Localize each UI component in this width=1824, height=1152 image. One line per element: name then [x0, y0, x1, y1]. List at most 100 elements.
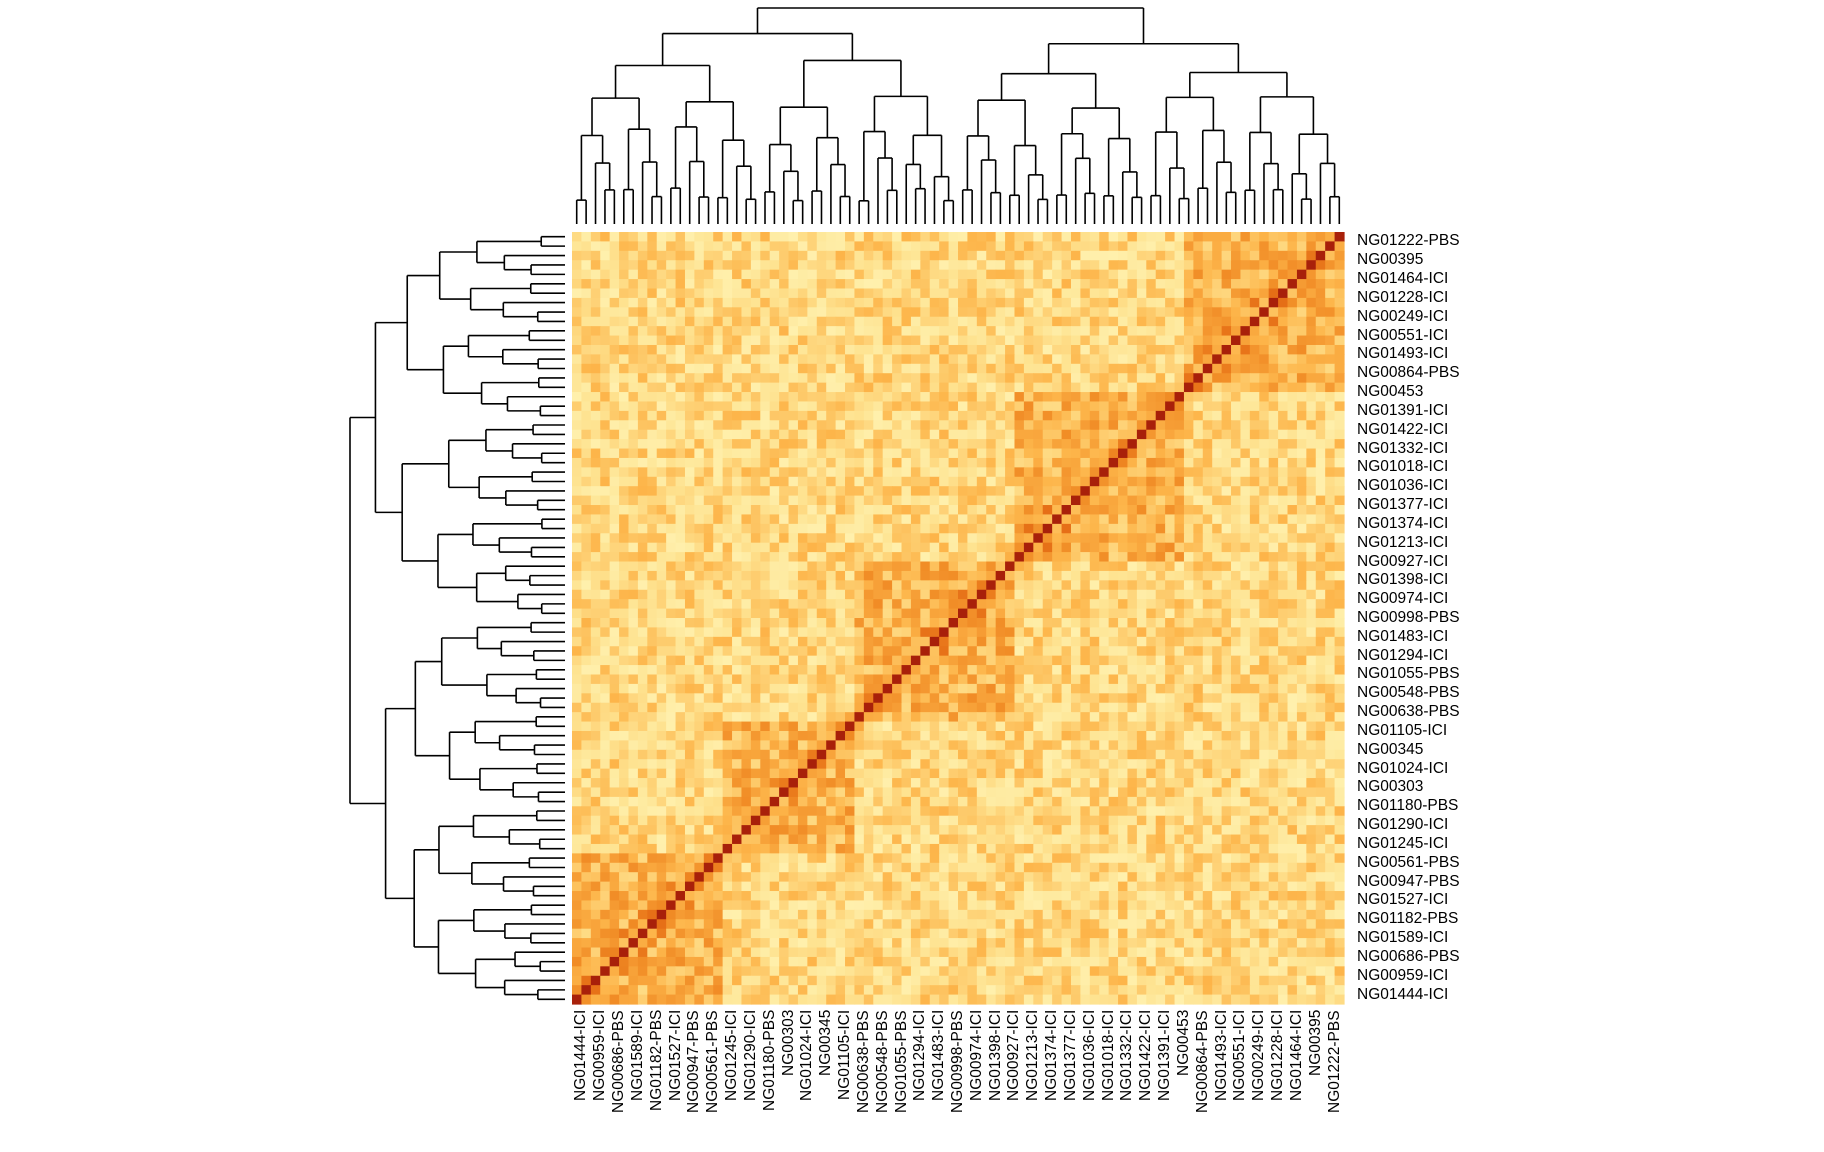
heatmap-cell — [1165, 721, 1176, 732]
heatmap-cell — [741, 232, 752, 243]
heatmap-cell — [684, 618, 695, 629]
heatmap-cell — [1042, 439, 1053, 450]
heatmap-cell — [816, 665, 827, 676]
heatmap-cell — [882, 279, 893, 290]
heatmap-cell — [901, 307, 912, 318]
heatmap-cell — [684, 401, 695, 412]
heatmap-cell — [1193, 787, 1204, 798]
heatmap-cell — [826, 457, 837, 468]
heatmap-cell — [1315, 636, 1326, 647]
heatmap-cell — [807, 693, 818, 704]
heatmap-cell — [722, 307, 733, 318]
heatmap-cell — [637, 721, 648, 732]
heatmap-cell — [901, 636, 912, 647]
heatmap-cell — [807, 382, 818, 393]
heatmap-cell — [722, 467, 733, 478]
heatmap-cell — [1108, 232, 1119, 243]
heatmap-cell — [826, 533, 837, 544]
heatmap-cell — [769, 749, 780, 760]
heatmap-cell — [976, 759, 987, 770]
heatmap-cell — [684, 759, 695, 770]
heatmap-cell — [910, 542, 921, 553]
heatmap-cell — [666, 646, 677, 657]
heatmap-cell — [1033, 570, 1044, 581]
heatmap-cell — [694, 457, 705, 468]
heatmap-cell — [1136, 740, 1147, 751]
heatmap-cell — [656, 599, 667, 610]
heatmap-cell — [995, 476, 1006, 487]
heatmap-cell — [1315, 702, 1326, 713]
heatmap-cell — [609, 486, 620, 497]
heatmap-cell — [1014, 542, 1025, 553]
heatmap-cell — [882, 542, 893, 553]
heatmap-cell — [1240, 636, 1251, 647]
heatmap-cell — [1193, 241, 1204, 252]
heatmap-cell — [863, 627, 874, 638]
heatmap-cell — [976, 326, 987, 337]
heatmap-cell — [609, 702, 620, 713]
heatmap-cell — [1155, 542, 1166, 553]
heatmap-cell — [1278, 589, 1289, 600]
heatmap-cell — [666, 627, 677, 638]
heatmap-cell — [967, 241, 978, 252]
heatmap-cell — [1155, 787, 1166, 798]
heatmap-cell — [1136, 344, 1147, 355]
heatmap-cell — [760, 589, 771, 600]
heatmap-cell — [958, 467, 969, 478]
heatmap-cell — [995, 674, 1006, 685]
heatmap-cell — [976, 241, 987, 252]
heatmap-cell — [910, 561, 921, 572]
heatmap-cell — [1278, 702, 1289, 713]
heatmap-cell — [1296, 693, 1307, 704]
heatmap-cell — [1296, 514, 1307, 525]
heatmap-cell — [788, 778, 799, 789]
heatmap-cell — [1278, 561, 1289, 572]
heatmap-cell — [1249, 712, 1260, 723]
heatmap-cell — [703, 533, 714, 544]
heatmap-cell — [760, 796, 771, 807]
heatmap-cell — [873, 288, 884, 299]
heatmap-cell — [1183, 279, 1194, 290]
heatmap-cell — [882, 778, 893, 789]
heatmap-cell — [835, 740, 846, 751]
heatmap-cell — [901, 523, 912, 534]
heatmap-cell — [609, 721, 620, 732]
heatmap-cell — [1052, 326, 1063, 337]
heatmap-cell — [1136, 439, 1147, 450]
heatmap-cell — [1042, 796, 1053, 807]
heatmap-cell — [1165, 665, 1176, 676]
heatmap-cell — [1231, 759, 1242, 770]
heatmap-cell — [1052, 627, 1063, 638]
heatmap-cell — [1259, 608, 1270, 619]
heatmap-cell — [1108, 260, 1119, 271]
heatmap-cell — [1014, 514, 1025, 525]
heatmap-cell — [637, 373, 648, 384]
heatmap-cell — [939, 542, 950, 553]
heatmap-cell — [1249, 740, 1260, 751]
heatmap-cell — [967, 260, 978, 271]
heatmap-cell — [845, 420, 856, 431]
heatmap-cell — [1334, 344, 1345, 355]
heatmap-cell — [600, 570, 611, 581]
heatmap-cell — [816, 410, 827, 421]
heatmap-cell — [1193, 730, 1204, 741]
heatmap-cell — [1118, 232, 1129, 243]
heatmap-cell — [609, 354, 620, 365]
heatmap-cell — [1080, 599, 1091, 610]
heatmap-cell — [1099, 608, 1110, 619]
heatmap-cell — [581, 269, 592, 280]
heatmap-cell — [694, 655, 705, 666]
heatmap-cell — [1136, 420, 1147, 431]
heatmap-cell — [675, 288, 686, 299]
heatmap-cell — [1296, 232, 1307, 243]
heatmap-cell — [1005, 279, 1016, 290]
heatmap-cell — [882, 250, 893, 261]
heatmap-cell — [703, 655, 714, 666]
heatmap-cell — [1165, 420, 1176, 431]
heatmap-cell — [713, 495, 724, 506]
heatmap-cell — [1005, 702, 1016, 713]
heatmap-cell — [1231, 260, 1242, 271]
heatmap-cell — [741, 796, 752, 807]
heatmap-cell — [1202, 505, 1213, 516]
